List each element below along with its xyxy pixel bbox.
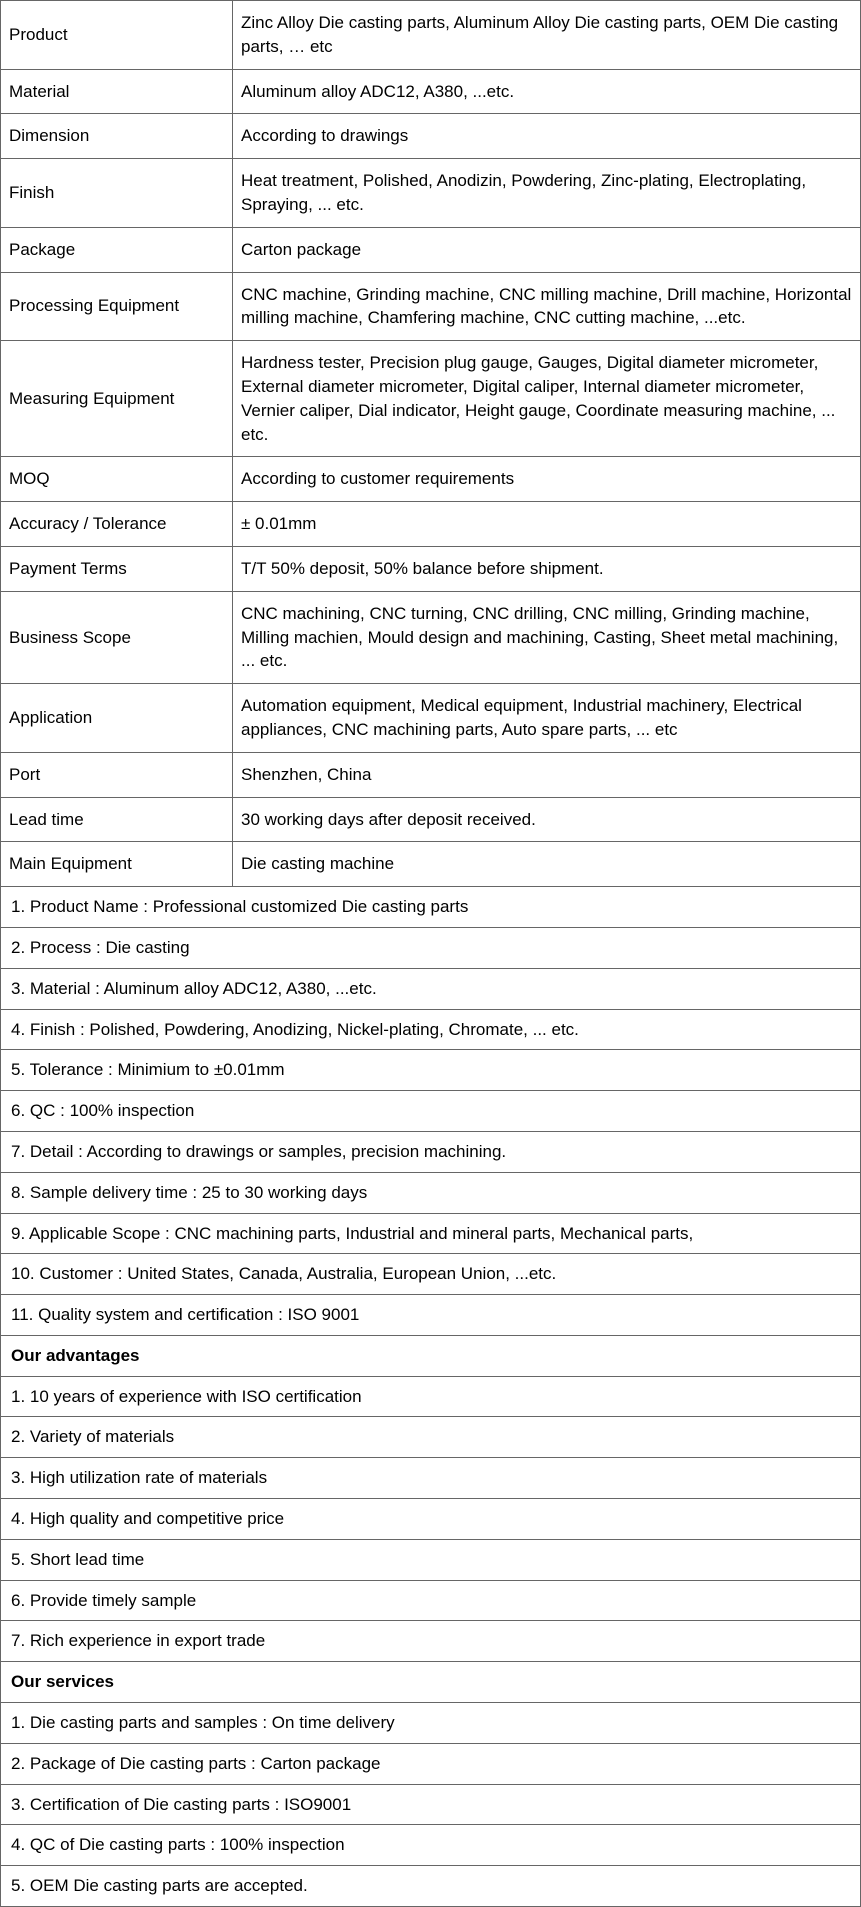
spec-row: Payment Terms T/T 50% deposit, 50% balan… bbox=[1, 546, 861, 591]
detail-row: Our advantages bbox=[1, 1335, 861, 1376]
detail-text: 2. Variety of materials bbox=[1, 1417, 861, 1458]
product-spec-table: Product Zinc Alloy Die casting parts, Al… bbox=[0, 0, 861, 1907]
detail-row: 9. Applicable Scope : CNC machining part… bbox=[1, 1213, 861, 1254]
detail-row: 5. Short lead time bbox=[1, 1539, 861, 1580]
detail-row: 1. 10 years of experience with ISO certi… bbox=[1, 1376, 861, 1417]
spec-value: ± 0.01mm bbox=[233, 502, 861, 547]
detail-row: 1. Product Name : Professional customize… bbox=[1, 887, 861, 928]
detail-text: 11. Quality system and certification : I… bbox=[1, 1295, 861, 1336]
spec-value: According to drawings bbox=[233, 114, 861, 159]
detail-row: 11. Quality system and certification : I… bbox=[1, 1295, 861, 1336]
detail-text: 6. QC : 100% inspection bbox=[1, 1091, 861, 1132]
detail-row: Our services bbox=[1, 1662, 861, 1703]
spec-label: Lead time bbox=[1, 797, 233, 842]
detail-row: 5. OEM Die casting parts are accepted. bbox=[1, 1866, 861, 1907]
detail-text: 1. Product Name : Professional customize… bbox=[1, 887, 861, 928]
spec-label: Processing Equipment bbox=[1, 272, 233, 341]
spec-label: Main Equipment bbox=[1, 842, 233, 887]
spec-row: Processing Equipment CNC machine, Grindi… bbox=[1, 272, 861, 341]
spec-label: Application bbox=[1, 684, 233, 753]
detail-text: 9. Applicable Scope : CNC machining part… bbox=[1, 1213, 861, 1254]
spec-value: Carton package bbox=[233, 227, 861, 272]
detail-row: 4. Finish : Polished, Powdering, Anodizi… bbox=[1, 1009, 861, 1050]
spec-value: Shenzhen, China bbox=[233, 752, 861, 797]
spec-label: Finish bbox=[1, 159, 233, 228]
spec-row: Main Equipment Die casting machine bbox=[1, 842, 861, 887]
spec-row: Product Zinc Alloy Die casting parts, Al… bbox=[1, 1, 861, 70]
detail-row: 3. Certification of Die casting parts : … bbox=[1, 1784, 861, 1825]
spec-value: According to customer requirements bbox=[233, 457, 861, 502]
spec-value: Aluminum alloy ADC12, A380, ...etc. bbox=[233, 69, 861, 114]
detail-text: 3. High utilization rate of materials bbox=[1, 1458, 861, 1499]
section-heading: Our advantages bbox=[1, 1335, 861, 1376]
spec-row: MOQ According to customer requirements bbox=[1, 457, 861, 502]
spec-label: Measuring Equipment bbox=[1, 341, 233, 457]
spec-value: T/T 50% deposit, 50% balance before ship… bbox=[233, 546, 861, 591]
detail-text: 2. Process : Die casting bbox=[1, 927, 861, 968]
spec-value: Hardness tester, Precision plug gauge, G… bbox=[233, 341, 861, 457]
spec-row: Accuracy / Tolerance ± 0.01mm bbox=[1, 502, 861, 547]
detail-text: 5. Short lead time bbox=[1, 1539, 861, 1580]
detail-row: 3. High utilization rate of materials bbox=[1, 1458, 861, 1499]
spec-row: Dimension According to drawings bbox=[1, 114, 861, 159]
detail-row: 4. High quality and competitive price bbox=[1, 1499, 861, 1540]
spec-row: Finish Heat treatment, Polished, Anodizi… bbox=[1, 159, 861, 228]
detail-row: 2. Package of Die casting parts : Carton… bbox=[1, 1743, 861, 1784]
spec-label: Material bbox=[1, 69, 233, 114]
spec-label: Package bbox=[1, 227, 233, 272]
detail-row: 7. Detail : According to drawings or sam… bbox=[1, 1131, 861, 1172]
spec-row: Material Aluminum alloy ADC12, A380, ...… bbox=[1, 69, 861, 114]
detail-row: 2. Variety of materials bbox=[1, 1417, 861, 1458]
spec-value: Heat treatment, Polished, Anodizin, Powd… bbox=[233, 159, 861, 228]
spec-row: Application Automation equipment, Medica… bbox=[1, 684, 861, 753]
detail-text: 5. OEM Die casting parts are accepted. bbox=[1, 1866, 861, 1907]
detail-text: 4. QC of Die casting parts : 100% inspec… bbox=[1, 1825, 861, 1866]
detail-row: 6. Provide timely sample bbox=[1, 1580, 861, 1621]
spec-label: Accuracy / Tolerance bbox=[1, 502, 233, 547]
detail-row: 2. Process : Die casting bbox=[1, 927, 861, 968]
detail-text: 6. Provide timely sample bbox=[1, 1580, 861, 1621]
detail-text: 7. Rich experience in export trade bbox=[1, 1621, 861, 1662]
section-heading: Our services bbox=[1, 1662, 861, 1703]
spec-value: 30 working days after deposit received. bbox=[233, 797, 861, 842]
detail-text: 1. 10 years of experience with ISO certi… bbox=[1, 1376, 861, 1417]
spec-label: Business Scope bbox=[1, 591, 233, 683]
spec-row: Business Scope CNC machining, CNC turnin… bbox=[1, 591, 861, 683]
spec-label: Payment Terms bbox=[1, 546, 233, 591]
detail-text: 3. Certification of Die casting parts : … bbox=[1, 1784, 861, 1825]
detail-text: 8. Sample delivery time : 25 to 30 worki… bbox=[1, 1172, 861, 1213]
detail-row: 10. Customer : United States, Canada, Au… bbox=[1, 1254, 861, 1295]
spec-label: Dimension bbox=[1, 114, 233, 159]
spec-row: Lead time 30 working days after deposit … bbox=[1, 797, 861, 842]
detail-row: 7. Rich experience in export trade bbox=[1, 1621, 861, 1662]
spec-row: Port Shenzhen, China bbox=[1, 752, 861, 797]
spec-value: CNC machining, CNC turning, CNC drilling… bbox=[233, 591, 861, 683]
detail-row: 8. Sample delivery time : 25 to 30 worki… bbox=[1, 1172, 861, 1213]
spec-label: Product bbox=[1, 1, 233, 70]
detail-text: 7. Detail : According to drawings or sam… bbox=[1, 1131, 861, 1172]
spec-label: Port bbox=[1, 752, 233, 797]
detail-text: 2. Package of Die casting parts : Carton… bbox=[1, 1743, 861, 1784]
detail-row: 4. QC of Die casting parts : 100% inspec… bbox=[1, 1825, 861, 1866]
detail-row: 3. Material : Aluminum alloy ADC12, A380… bbox=[1, 968, 861, 1009]
detail-row: 6. QC : 100% inspection bbox=[1, 1091, 861, 1132]
spec-row: Package Carton package bbox=[1, 227, 861, 272]
spec-value: Automation equipment, Medical equipment,… bbox=[233, 684, 861, 753]
spec-value: Die casting machine bbox=[233, 842, 861, 887]
spec-value: CNC machine, Grinding machine, CNC milli… bbox=[233, 272, 861, 341]
detail-text: 4. High quality and competitive price bbox=[1, 1499, 861, 1540]
detail-text: 10. Customer : United States, Canada, Au… bbox=[1, 1254, 861, 1295]
spec-row: Measuring Equipment Hardness tester, Pre… bbox=[1, 341, 861, 457]
detail-row: 5. Tolerance : Minimium to ±0.01mm bbox=[1, 1050, 861, 1091]
detail-text: 1. Die casting parts and samples : On ti… bbox=[1, 1703, 861, 1744]
detail-text: 3. Material : Aluminum alloy ADC12, A380… bbox=[1, 968, 861, 1009]
spec-label: MOQ bbox=[1, 457, 233, 502]
detail-text: 4. Finish : Polished, Powdering, Anodizi… bbox=[1, 1009, 861, 1050]
detail-text: 5. Tolerance : Minimium to ±0.01mm bbox=[1, 1050, 861, 1091]
detail-row: 1. Die casting parts and samples : On ti… bbox=[1, 1703, 861, 1744]
spec-value: Zinc Alloy Die casting parts, Aluminum A… bbox=[233, 1, 861, 70]
